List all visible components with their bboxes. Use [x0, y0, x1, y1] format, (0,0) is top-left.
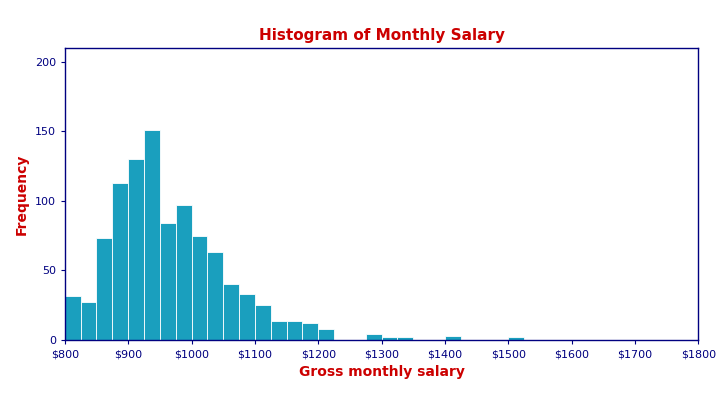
Bar [366, 334, 382, 340]
Bar [65, 296, 81, 340]
Bar [255, 305, 271, 340]
Bar [112, 183, 128, 340]
Bar [160, 223, 176, 340]
Bar [144, 130, 160, 340]
Bar [271, 320, 287, 340]
Bar [318, 329, 334, 340]
Bar [128, 159, 144, 340]
Bar [223, 284, 239, 340]
Bar [397, 337, 413, 340]
Bar [508, 337, 524, 340]
Bar [176, 205, 192, 340]
Bar [239, 294, 255, 340]
Bar [302, 323, 318, 340]
Y-axis label: Frequency: Frequency [15, 153, 29, 235]
Bar [382, 337, 397, 340]
X-axis label: Gross monthly salary: Gross monthly salary [299, 364, 464, 378]
Bar [445, 336, 461, 340]
Bar [287, 320, 302, 340]
Bar [192, 236, 207, 340]
Bar [81, 302, 96, 340]
Title: Histogram of Monthly Salary: Histogram of Monthly Salary [258, 28, 505, 43]
Bar [96, 238, 112, 340]
Bar [207, 252, 223, 340]
